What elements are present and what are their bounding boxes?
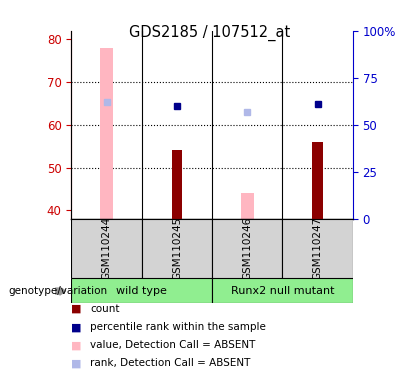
Bar	[100, 48, 113, 219]
Text: ■: ■	[71, 304, 82, 314]
Text: GSM110245: GSM110245	[172, 217, 182, 280]
Bar	[142, 219, 212, 278]
Bar	[312, 142, 323, 219]
Bar	[172, 151, 182, 219]
Text: genotype/variation: genotype/variation	[8, 286, 108, 296]
Text: count: count	[90, 304, 120, 314]
Text: GSM110244: GSM110244	[102, 217, 112, 280]
Text: wild type: wild type	[116, 286, 167, 296]
Bar	[71, 278, 212, 303]
Bar	[212, 219, 282, 278]
Text: ■: ■	[71, 358, 82, 368]
Text: rank, Detection Call = ABSENT: rank, Detection Call = ABSENT	[90, 358, 251, 368]
Bar	[212, 278, 353, 303]
Text: ■: ■	[71, 322, 82, 332]
Text: Runx2 null mutant: Runx2 null mutant	[231, 286, 334, 296]
Text: value, Detection Call = ABSENT: value, Detection Call = ABSENT	[90, 340, 256, 350]
Bar	[282, 219, 353, 278]
Text: ■: ■	[71, 340, 82, 350]
Text: GSM110247: GSM110247	[312, 217, 323, 280]
FancyArrow shape	[55, 287, 66, 295]
Bar	[71, 219, 142, 278]
Text: GSM110246: GSM110246	[242, 217, 252, 280]
Text: GDS2185 / 107512_at: GDS2185 / 107512_at	[129, 25, 291, 41]
Text: percentile rank within the sample: percentile rank within the sample	[90, 322, 266, 332]
Bar	[241, 193, 254, 219]
